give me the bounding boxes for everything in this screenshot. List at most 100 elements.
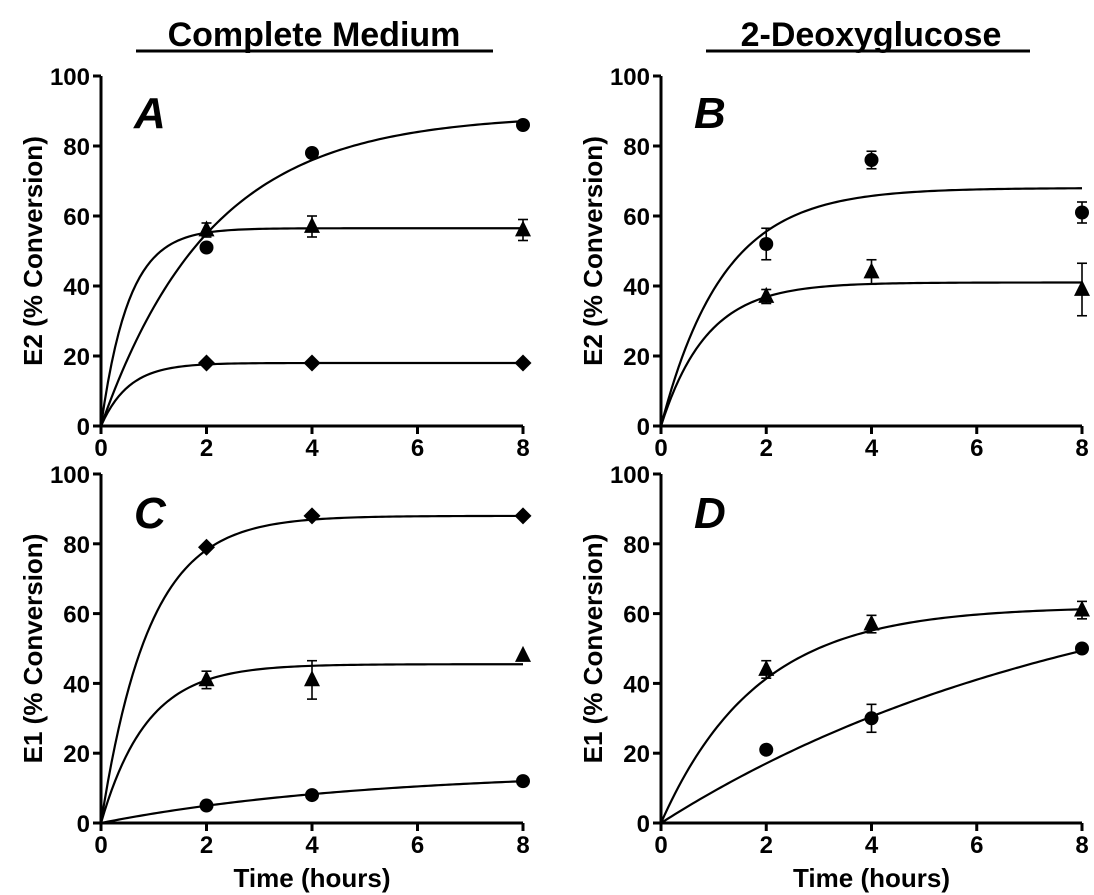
y-axis-title: E2 (% Conversion) [578, 136, 608, 366]
x-tick-label: 8 [1075, 832, 1088, 859]
series-circle [659, 150, 1089, 427]
y-tick-label: 40 [623, 274, 650, 301]
x-tick-label: 0 [654, 832, 667, 859]
x-tick-label: 4 [305, 435, 319, 462]
data-point-triangle [198, 220, 215, 237]
data-point-triangle [758, 286, 775, 303]
data-point-circle [305, 788, 319, 803]
column-titles: Complete Medium 2-Deoxyglucose [136, 16, 1030, 54]
x-tick-label: 0 [94, 832, 107, 859]
x-axis-title: Time (hours) [793, 863, 950, 893]
series-diamond [100, 354, 532, 427]
y-tick-label: 100 [50, 462, 90, 489]
y-axis-title: E2 (% Conversion) [18, 136, 48, 366]
y-tick-label: 80 [623, 532, 650, 559]
x-tick-label: 0 [94, 435, 107, 462]
x-tick-label: 2 [200, 832, 213, 859]
y-axis-title: E1 (% Conversion) [18, 534, 48, 764]
data-point-triangle [515, 645, 531, 662]
fit-curve [100, 780, 524, 825]
y-tick-label: 40 [623, 671, 650, 698]
panel-a: 0 20 40 60 80 100 0 2 4 6 8 E2 (% Conversion) A [18, 64, 532, 462]
panel-d: 0 20 40 60 80 100 0 2 4 6 8 E1 (% Conversion) Time (… [578, 462, 1090, 893]
panel-b: 0 20 40 60 80 100 0 2 4 6 8 E2 (% Conversion) B [578, 64, 1090, 462]
y-tick-label: 0 [637, 414, 650, 441]
data-point-circle [864, 153, 879, 167]
data-point-circle [864, 711, 879, 726]
data-point-circle [1075, 641, 1089, 656]
x-tick-label: 8 [516, 832, 529, 859]
data-point-circle [199, 240, 214, 255]
series-triangle [659, 600, 1090, 824]
data-point-triangle [863, 262, 880, 279]
panel-label: C [134, 489, 167, 538]
data-point-triangle [1074, 279, 1090, 296]
data-point-circle [759, 742, 774, 757]
fit-curve [99, 227, 523, 427]
series-triangle [659, 258, 1090, 427]
column-title-complete-medium: Complete Medium [168, 16, 461, 54]
fit-curve [659, 187, 1083, 427]
y-tick-label: 80 [623, 134, 650, 161]
x-tick-label: 4 [305, 832, 319, 859]
x-tick-label: 8 [1075, 435, 1088, 462]
y-tick-label: 60 [623, 602, 650, 629]
y-tick-label: 20 [623, 741, 650, 768]
fit-curve [100, 361, 523, 427]
y-tick-label: 80 [63, 532, 90, 559]
y-tick-label: 60 [63, 204, 90, 231]
x-tick-label: 6 [411, 832, 424, 859]
x-tick-label: 6 [970, 832, 983, 859]
series-circle [660, 641, 1089, 824]
y-tick-label: 40 [63, 671, 90, 698]
data-point-circle [516, 774, 530, 789]
y-tick-label: 80 [63, 134, 90, 161]
y-tick-label: 60 [63, 602, 90, 629]
y-tick-label: 100 [610, 64, 650, 91]
fit-curve [659, 281, 1083, 427]
data-point-diamond [303, 354, 321, 372]
y-tick-label: 60 [623, 204, 650, 231]
x-tick-label: 4 [865, 435, 879, 462]
x-axis-title: Time (hours) [234, 863, 391, 893]
x-tick-label: 8 [516, 435, 529, 462]
data-point-diamond [514, 507, 532, 525]
data-point-triangle [863, 614, 880, 631]
y-tick-label: 20 [623, 344, 650, 371]
data-point-circle [305, 146, 319, 160]
x-tick-label: 6 [411, 435, 424, 462]
data-point-circle [199, 798, 214, 813]
data-point-diamond [514, 354, 532, 372]
panel-label: A [133, 89, 166, 138]
y-tick-label: 20 [63, 344, 90, 371]
x-tick-label: 2 [760, 435, 773, 462]
y-axis-title: E1 (% Conversion) [578, 534, 608, 764]
x-tick-label: 2 [760, 832, 773, 859]
data-point-circle [516, 118, 530, 132]
data-point-diamond [303, 507, 321, 525]
y-tick-label: 20 [63, 741, 90, 768]
data-point-diamond [198, 538, 215, 556]
y-tick-label: 100 [50, 64, 90, 91]
y-tick-label: 100 [610, 462, 650, 489]
data-point-triangle [515, 220, 531, 237]
data-point-triangle [198, 670, 215, 687]
x-tick-label: 0 [654, 435, 667, 462]
data-point-triangle [1074, 600, 1090, 617]
column-title-2-deoxyglucose: 2-Deoxyglucose [741, 16, 1002, 54]
series-circle [99, 118, 530, 427]
x-tick-label: 6 [970, 435, 983, 462]
data-point-circle [1075, 205, 1089, 220]
y-tick-label: 0 [77, 414, 90, 441]
fit-curve [660, 649, 1083, 824]
y-tick-label: 40 [63, 274, 90, 301]
panel-c: 0 20 40 60 80 100 0 2 4 6 8 E1 (% Conversion) Time (… [18, 462, 532, 893]
y-tick-label: 0 [77, 811, 90, 838]
data-point-circle [759, 237, 774, 251]
series-triangle [99, 215, 531, 427]
series-triangle [99, 645, 531, 824]
y-tick-label: 0 [637, 811, 650, 838]
data-point-triangle [304, 216, 320, 233]
